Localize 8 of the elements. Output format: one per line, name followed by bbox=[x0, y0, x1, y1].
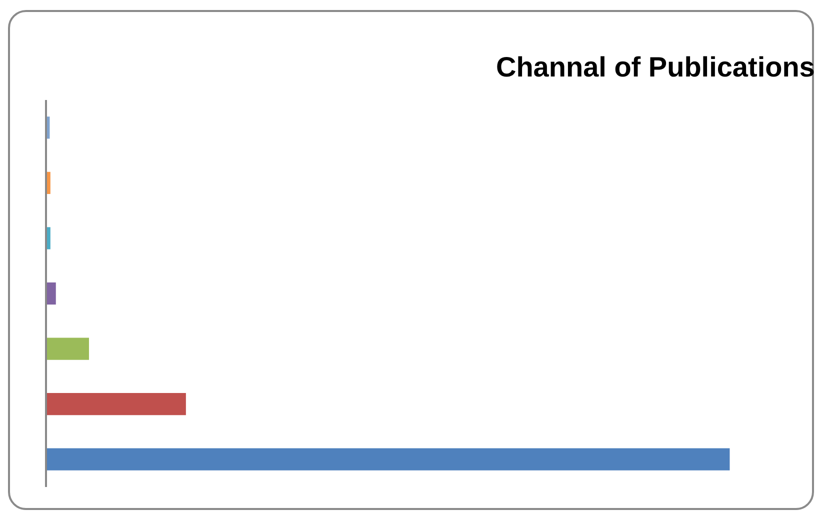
bar bbox=[47, 448, 730, 470]
chart-title: Channal of Publications bbox=[496, 52, 815, 83]
bar bbox=[47, 338, 89, 360]
bar bbox=[47, 393, 186, 416]
bar bbox=[47, 172, 50, 194]
bar bbox=[47, 116, 50, 139]
bar bbox=[47, 282, 56, 305]
bar bbox=[47, 227, 50, 250]
